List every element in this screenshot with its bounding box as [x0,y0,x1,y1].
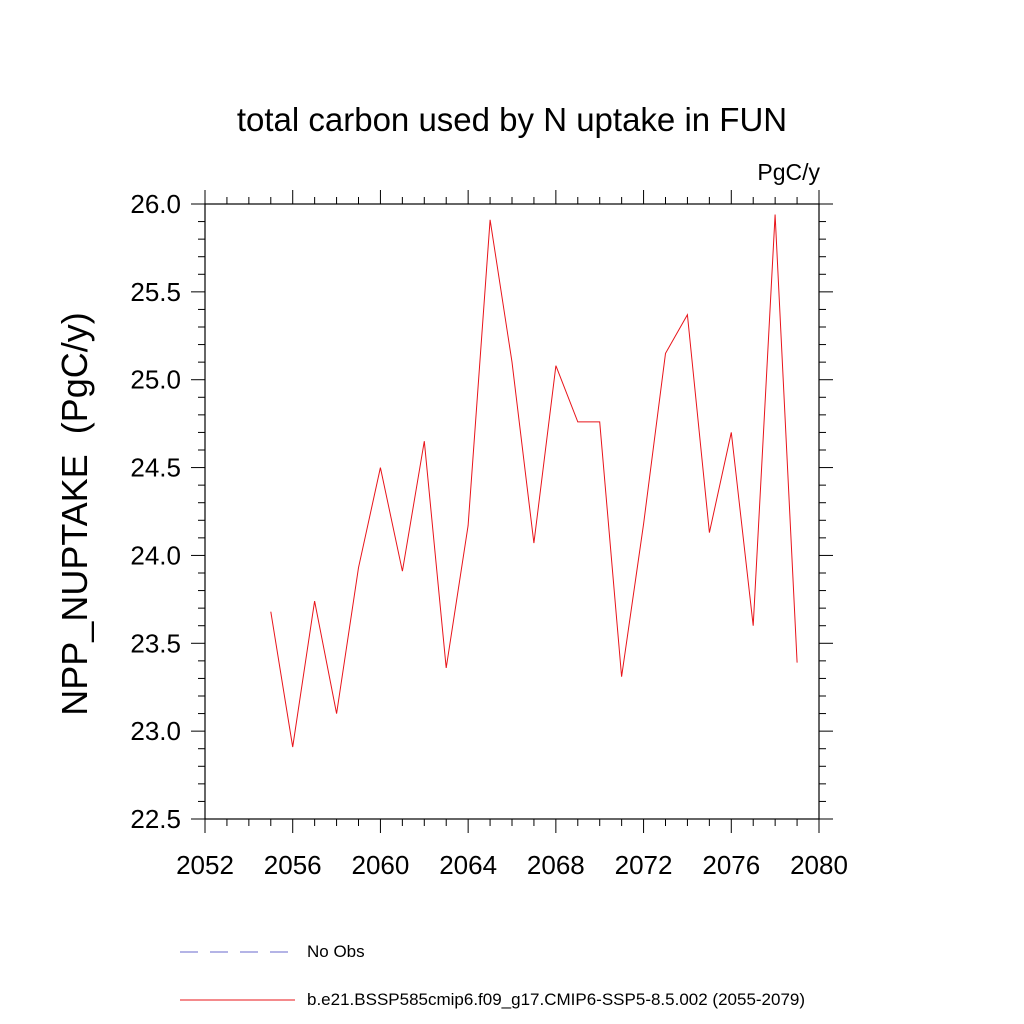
series-line [270,214,798,748]
legend-label-model-run: b.e21.BSSP585cmip6.f09_g17.CMIP6-SSP5-8.… [307,990,806,1009]
y-tick-label: 26.0 [130,189,181,219]
legend-label-no-obs: No Obs [307,942,365,961]
axis-ticks [191,190,833,833]
x-tick-label: 2080 [790,850,848,880]
y-tick-label: 24.5 [130,453,181,483]
y-tick-label: 25.5 [130,277,181,307]
tick-labels: 2052 2056 2060 2064 2068 2072 2076 2080 22.5 23.0… [130,189,848,880]
y-tick-label: 23.0 [130,716,181,746]
legend-swatch-solid [180,999,295,1001]
series-lines [270,214,798,748]
x-tick-label: 2056 [264,850,322,880]
x-tick-label: 2052 [176,850,234,880]
y-tick-label: 25.0 [130,365,181,395]
x-tick-label: 2064 [439,850,497,880]
x-tick-label: 2076 [702,850,760,880]
legend-item-no-obs: No Obs [180,940,365,964]
x-tick-label: 2060 [352,850,410,880]
y-tick-label: 23.5 [130,628,181,658]
x-tick-label: 2068 [527,850,585,880]
plot-frame [204,203,820,820]
legend-item-model-run: b.e21.BSSP585cmip6.f09_g17.CMIP6-SSP5-8.… [180,988,805,1012]
units-label: PgC/y [757,159,820,185]
legend-swatch-dashed [180,951,295,953]
y-tick-label: 22.5 [130,804,181,834]
y-tick-label: 24.0 [130,540,181,570]
chart-title: total carbon used by N uptake in FUN [236,101,788,138]
x-tick-label: 2072 [615,850,673,880]
